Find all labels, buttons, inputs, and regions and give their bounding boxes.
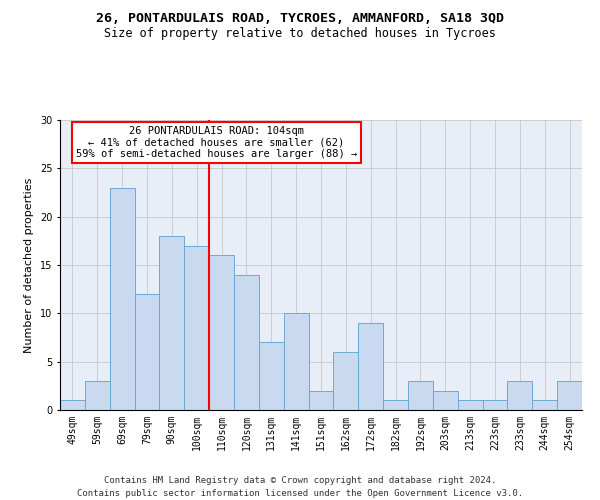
Bar (508, 381, 532, 410)
Text: 26 PONTARDULAIS ROAD: 104sqm
← 41% of detached houses are smaller (62)
59% of se: 26 PONTARDULAIS ROAD: 104sqm ← 41% of de… (76, 126, 357, 159)
Bar (60, 400, 85, 410)
Bar (482, 400, 508, 410)
Bar (85, 381, 110, 410)
Bar (234, 274, 259, 410)
Bar (308, 390, 334, 410)
Bar (259, 342, 284, 410)
Bar (408, 381, 433, 410)
Bar (532, 400, 557, 410)
Bar (358, 323, 383, 410)
Text: Contains HM Land Registry data © Crown copyright and database right 2024.
Contai: Contains HM Land Registry data © Crown c… (77, 476, 523, 498)
Text: 26, PONTARDULAIS ROAD, TYCROES, AMMANFORD, SA18 3QD: 26, PONTARDULAIS ROAD, TYCROES, AMMANFOR… (96, 12, 504, 26)
Bar (284, 314, 308, 410)
Bar (184, 246, 209, 410)
Bar (160, 236, 184, 410)
Bar (458, 400, 482, 410)
Bar (334, 352, 358, 410)
Bar (383, 400, 408, 410)
Bar (209, 256, 234, 410)
Bar (557, 381, 582, 410)
Bar (110, 188, 134, 410)
Y-axis label: Number of detached properties: Number of detached properties (25, 178, 34, 352)
Bar (433, 390, 458, 410)
Text: Size of property relative to detached houses in Tycroes: Size of property relative to detached ho… (104, 28, 496, 40)
Bar (134, 294, 160, 410)
